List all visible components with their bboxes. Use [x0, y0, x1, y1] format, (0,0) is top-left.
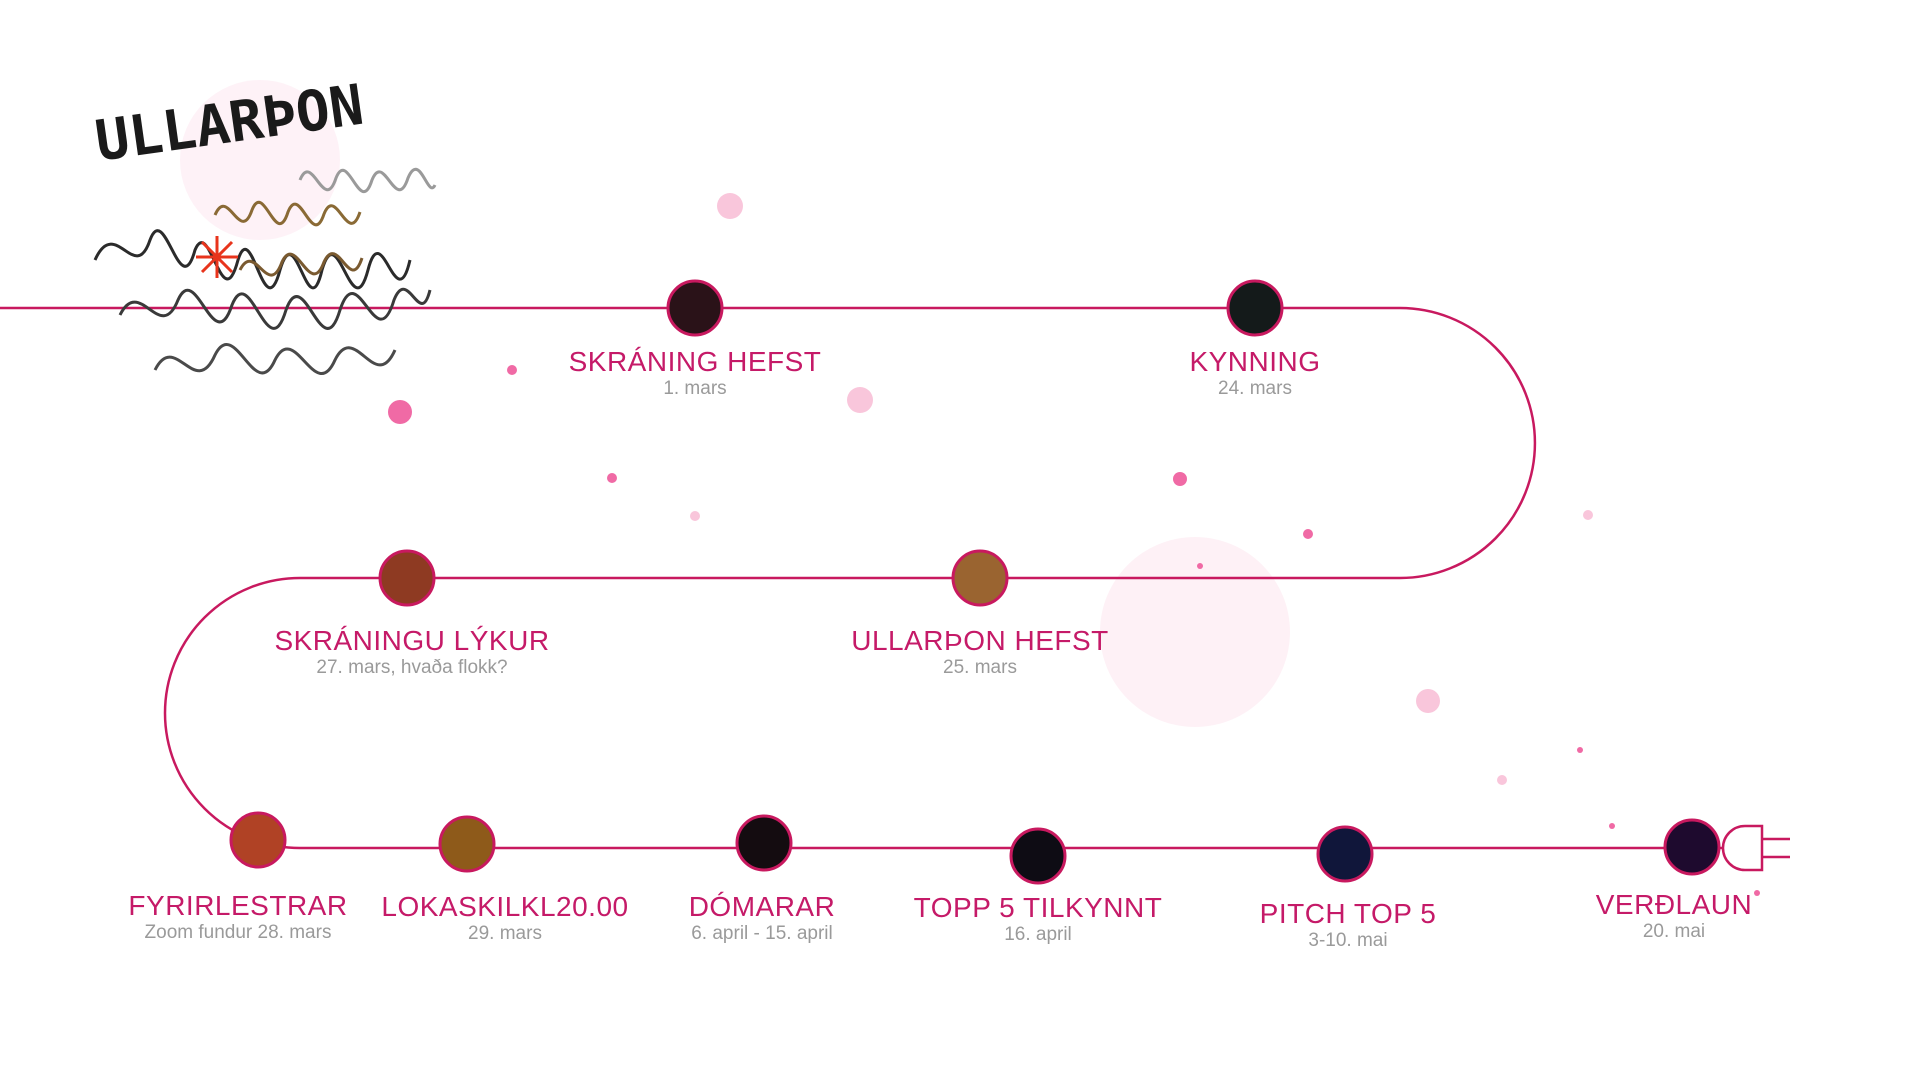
milestone-ullarthon-hefst: ULLARÞON HEFST 25. mars — [780, 625, 1180, 679]
milestone-marker-ullarthon-hefst — [951, 549, 1009, 607]
milestone-date: Zoom fundur 28. mars — [144, 922, 332, 943]
decor-dot — [1416, 689, 1440, 713]
decor-dot — [607, 473, 617, 483]
milestone-marker-lokaskil — [438, 815, 496, 873]
decor-dot — [1497, 775, 1507, 785]
milestone-date: 3-10. mai — [1308, 930, 1388, 951]
milestone-title: KYNNING — [1189, 346, 1321, 377]
milestone-marker-verdlaun — [1663, 818, 1721, 876]
milestone-lokaskil: LOKASKILKL20.00 29. mars — [305, 891, 705, 945]
decor-dot — [717, 193, 743, 219]
decor-dot — [1303, 529, 1313, 539]
milestone-date: 24. mars — [1218, 378, 1292, 399]
milestone-marker-domarar — [735, 814, 793, 872]
milestone-kynning: KYNNING 24. mars — [1055, 346, 1455, 400]
milestone-date: 29. mars — [468, 923, 542, 944]
milestone-pitch: PITCH TOP 5 3-10. mai — [1148, 898, 1548, 952]
decor-dot — [1173, 472, 1187, 486]
decor-dot — [690, 511, 700, 521]
decor-dot — [1609, 823, 1615, 829]
milestone-marker-skraning-hefst — [666, 279, 724, 337]
timeline-path — [0, 306, 1715, 850]
decor-dot — [1754, 890, 1760, 896]
milestone-title: TOPP 5 TILKYNNT — [913, 892, 1163, 923]
milestone-title: SKRÁNING HEFST — [568, 346, 822, 377]
milestone-domarar: DÓMARAR 6. april - 15. april — [562, 891, 962, 945]
wool-iceland-map-icon — [93, 167, 437, 376]
milestone-skraning-hefst: SKRÁNING HEFST 1. mars — [495, 346, 895, 400]
milestone-marker-pitch — [1316, 825, 1374, 883]
plug-icon — [1715, 824, 1790, 872]
decor-glow — [1100, 537, 1290, 727]
milestone-date: 25. mars — [943, 657, 1017, 678]
milestone-date: 20. mai — [1642, 921, 1706, 942]
milestone-marker-skraningu-lykur — [378, 549, 436, 607]
decor-glow — [180, 80, 340, 240]
decorative-dots — [180, 80, 1760, 896]
decor-dot — [507, 365, 517, 375]
decor-dot — [388, 400, 412, 424]
milestone-title: ULLARÞON HEFST — [851, 625, 1109, 656]
milestone-title: FYRIRLESTRAR — [128, 890, 348, 921]
milestone-title: DÓMARAR — [688, 891, 836, 922]
milestone-title: LOKASKILKL20.00 — [381, 891, 629, 922]
milestone-title: SKRÁNINGU LÝKUR — [274, 625, 550, 656]
milestone-date: 16. april — [1004, 924, 1072, 945]
milestone-marker-fyrirlestrar — [229, 811, 287, 869]
decor-dot — [1197, 563, 1203, 569]
decor-dot — [847, 387, 873, 413]
milestone-verdlaun: VERÐLAUN 20. mai — [1474, 889, 1874, 943]
milestone-date: 6. april - 15. april — [691, 923, 833, 944]
milestone-markers — [229, 279, 1721, 885]
milestone-fyrirlestrar: FYRIRLESTRAR Zoom fundur 28. mars — [38, 890, 438, 944]
milestone-marker-topp5 — [1009, 827, 1067, 885]
milestone-date: 27. mars, hvaða flokk? — [316, 657, 508, 678]
milestone-marker-kynning — [1226, 279, 1284, 337]
milestone-skraningu-lykur: SKRÁNINGU LÝKUR 27. mars, hvaða flokk? — [212, 625, 612, 679]
decor-dot — [1583, 510, 1593, 520]
milestone-topp5: TOPP 5 TILKYNNT 16. april — [838, 892, 1238, 946]
milestone-title: VERÐLAUN — [1595, 889, 1753, 920]
milestone-date: 1. mars — [663, 378, 727, 399]
decor-dot — [1577, 747, 1583, 753]
milestone-title: PITCH TOP 5 — [1259, 898, 1437, 929]
